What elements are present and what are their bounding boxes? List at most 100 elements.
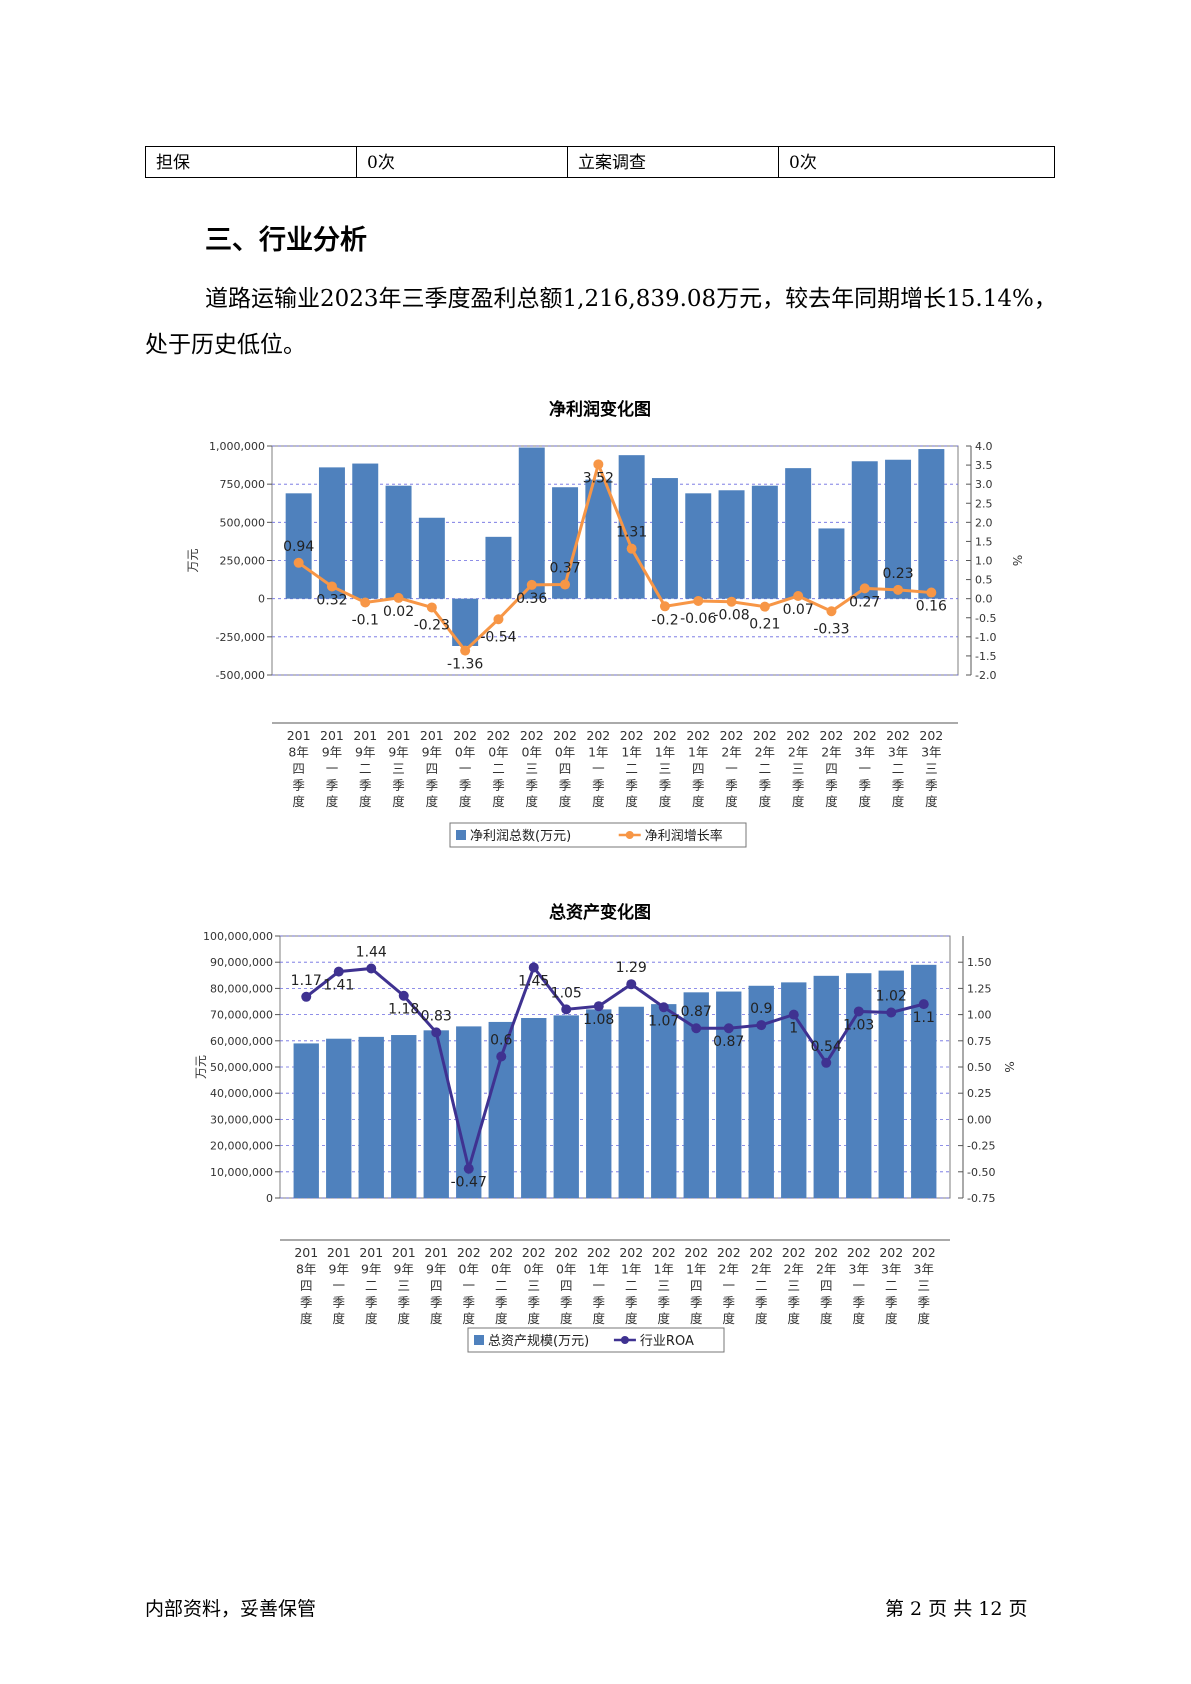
y2-tick-label: 0.5	[975, 574, 993, 587]
y2-tick-label: 1.5	[975, 535, 993, 548]
x-tick-label: 度	[392, 794, 405, 809]
x-tick-label: 度	[625, 794, 638, 809]
x-tick-label: 202	[879, 1245, 903, 1260]
bar	[748, 985, 774, 1198]
x-tick-label: 9年	[361, 1262, 381, 1277]
x-tick-label: 202	[886, 728, 910, 743]
data-label: 3.52	[583, 470, 614, 486]
bar	[352, 463, 379, 599]
line-point	[853, 1006, 864, 1017]
y-tick-label: 0	[266, 1192, 273, 1205]
x-tick-label: 季	[825, 778, 838, 793]
x-tick-label: 度	[430, 1311, 443, 1326]
x-tick-label: 一	[592, 761, 605, 776]
x-tick-label: 度	[495, 1311, 508, 1326]
x-tick-label: 3年	[849, 1262, 869, 1277]
x-tick-label: 一	[326, 761, 339, 776]
line-point	[333, 966, 344, 977]
table-row: 担保 0次 立案调查 0次	[145, 146, 1055, 178]
x-tick-label: 三	[792, 761, 805, 776]
line-point	[460, 645, 471, 656]
x-tick-label: 2年	[721, 745, 741, 760]
x-tick-label: 度	[559, 794, 572, 809]
x-tick-label: 度	[459, 794, 472, 809]
line-point	[826, 606, 837, 617]
x-tick-label: 0年	[524, 1262, 544, 1277]
data-label: 1.44	[356, 944, 387, 960]
x-tick-label: 四	[692, 761, 705, 776]
x-tick-label: 202	[489, 1245, 513, 1260]
x-tick-label: 度	[825, 794, 838, 809]
bar	[851, 461, 878, 599]
y-tick-label: 30,000,000	[210, 1113, 273, 1126]
data-label: 1.08	[583, 1012, 614, 1028]
bar	[618, 1006, 644, 1198]
x-tick-label: 季	[759, 778, 772, 793]
x-tick-label: 3年	[888, 745, 908, 760]
x-tick-label: 202	[587, 1245, 611, 1260]
legend-bar-swatch	[456, 830, 466, 840]
table-cell: 立案调查	[567, 146, 779, 178]
line-point	[426, 602, 437, 613]
x-tick-label: 季	[592, 1295, 605, 1310]
x-tick-label: 9年	[329, 1262, 349, 1277]
x-tick-label: 四	[430, 1278, 443, 1293]
line-point	[561, 1004, 572, 1015]
x-tick-label: 2年	[788, 745, 808, 760]
x-tick-label: 季	[925, 778, 938, 793]
data-label: -0.06	[680, 611, 716, 627]
x-tick-label: 一	[332, 1278, 345, 1293]
x-tick-label: 度	[659, 794, 672, 809]
x-tick-label: 202	[522, 1245, 546, 1260]
y2-tick-label: -2.0	[975, 669, 996, 682]
x-tick-label: 度	[365, 1311, 378, 1326]
table-cell: 担保	[145, 146, 357, 178]
x-tick-label: 季	[792, 778, 805, 793]
data-label: 1.31	[616, 525, 647, 541]
x-tick-label: 二	[359, 761, 372, 776]
x-tick-label: 3年	[855, 745, 875, 760]
x-tick-label: 季	[885, 1295, 898, 1310]
x-tick-label: 1年	[621, 1262, 641, 1277]
legend-box	[467, 1327, 725, 1353]
data-label: 0.27	[849, 594, 880, 610]
x-tick-label: 202	[720, 728, 744, 743]
x-tick-label: 0年	[459, 1262, 479, 1277]
line-point	[301, 991, 312, 1002]
x-tick-label: 季	[755, 1295, 768, 1310]
x-tick-label: 202	[786, 728, 810, 743]
x-tick-label: 一	[725, 761, 738, 776]
y-tick-label: 750,000	[220, 478, 266, 491]
x-tick-label: 一	[459, 761, 472, 776]
x-tick-label: 三	[527, 1278, 540, 1293]
x-tick-label: 0年	[556, 1262, 576, 1277]
x-tick-label: 201	[392, 1245, 416, 1260]
line-point	[431, 1027, 442, 1038]
x-tick-label: 201	[320, 728, 344, 743]
x-tick-label: 度	[527, 1311, 540, 1326]
x-tick-label: 一	[462, 1278, 475, 1293]
bar	[385, 485, 412, 599]
legend-label: 净利润增长率	[645, 828, 723, 844]
x-tick-label: 8年	[288, 745, 308, 760]
x-tick-label: 202	[487, 728, 511, 743]
data-label: 0.02	[383, 604, 414, 620]
y-tick-label: 20,000,000	[210, 1140, 273, 1153]
total-assets-chart-svg: 100,000,000 90,000,000 80,000,000 70,000,00…	[194, 930, 1016, 1353]
x-tick-label: 季	[459, 778, 472, 793]
x-tick-label: 季	[625, 778, 638, 793]
x-tick-label: 201	[359, 1245, 383, 1260]
y2-tick-label: -1.5	[975, 650, 996, 663]
x-tick-label: 201	[420, 728, 444, 743]
table-cell: 0次	[356, 146, 568, 178]
data-label: -1.36	[447, 657, 483, 673]
bar	[785, 468, 812, 599]
data-label: 0.94	[283, 539, 314, 555]
bar	[418, 517, 445, 599]
x-tick-label: 度	[525, 794, 538, 809]
line-point	[788, 1009, 799, 1020]
x-tick-label: 1年	[589, 1262, 609, 1277]
x-tick-label: 三	[397, 1278, 410, 1293]
bar	[718, 490, 745, 599]
y2-tick-label: -0.5	[975, 612, 996, 625]
